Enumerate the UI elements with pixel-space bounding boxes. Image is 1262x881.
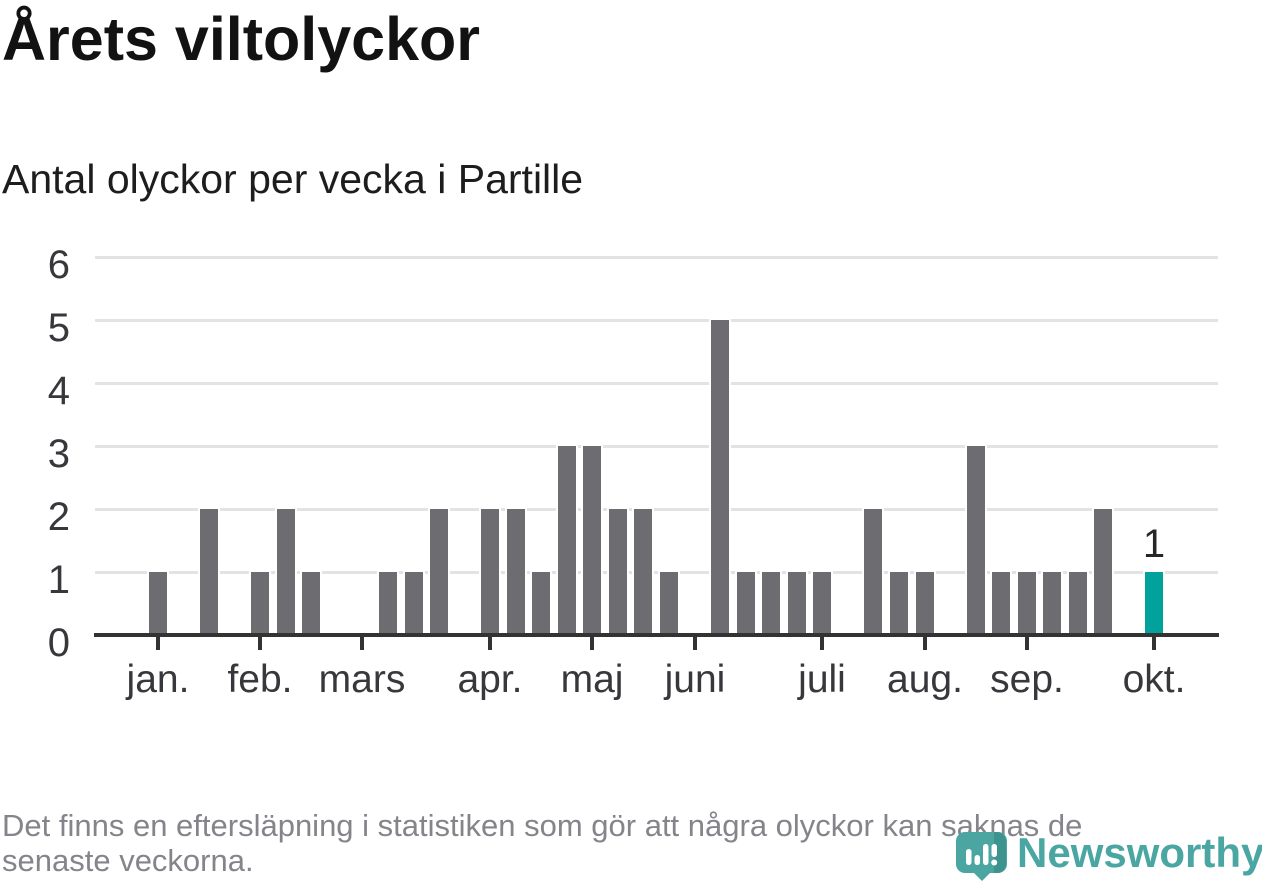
bar-week-5 [249,570,271,635]
bar-week-30 [888,570,910,635]
y-axis-label-6: 6 [47,243,70,287]
bar-week-37 [1067,570,1089,635]
x-axis-tick-aug [923,637,927,650]
x-axis-tick-mars [360,637,364,650]
bar-week-18 [581,444,603,635]
bar-week-35 [1016,570,1038,635]
bar-highlight-week-40 [1143,570,1165,635]
y-axis-label-4: 4 [47,369,70,413]
y-axis-label-0: 0 [47,621,70,665]
bar-week-20 [632,507,654,635]
brand-name: Newsworthy [1017,829,1262,876]
x-axis-tick-jan [156,637,160,650]
bar-week-26 [786,570,808,635]
bar-week-10 [377,570,399,635]
bar-week-14 [479,507,501,635]
speech-bubble-bar-chart-icon [956,832,1007,881]
x-axis-label-apr: apr. [457,658,523,701]
gridline-4 [95,382,1218,385]
bar-week-6 [275,507,297,635]
x-axis-tick-juni [693,637,697,650]
x-axis-tick-sep [1025,637,1029,650]
bar-week-36 [1041,570,1063,635]
x-axis-tick-apr [488,637,492,650]
x-axis-label-aug: aug. [887,658,963,701]
bar-week-17 [556,444,578,635]
gridline-3 [95,445,1218,448]
bar-week-7 [300,570,322,635]
footnote-line-1: Det finns en eftersläpning i statistiken… [2,808,1083,843]
x-axis-label-juni: juni [664,658,726,701]
x-axis-label-juli: juli [798,658,846,701]
bar-week-31 [914,570,936,635]
bar-week-33 [965,444,987,635]
bar-week-27 [811,570,833,635]
page-title: Årets viltolyckor [2,5,481,73]
gridline-6 [95,256,1218,259]
y-axis-label-2: 2 [47,495,70,539]
x-axis-tick-juli [820,637,824,650]
x-axis-label-feb: feb. [227,658,293,701]
chart-subtitle: Antal olyckor per vecka i Partille [2,156,584,202]
footnote-line-2: senaste veckorna. [2,843,254,878]
bar-week-29 [862,507,884,635]
bar-week-19 [607,507,629,635]
newsworthy-logo: Newsworthy [955,828,1262,881]
y-axis-label-5: 5 [47,306,70,350]
x-axis-line [94,633,1219,637]
x-axis-label-okt: okt. [1122,658,1186,701]
x-axis-label-maj: maj [560,658,624,701]
y-axis-label-1: 1 [47,558,70,602]
y-axis-label-3: 3 [47,432,70,476]
gridline-5 [95,319,1218,322]
x-axis-label-jan: jan. [126,658,190,701]
x-axis-tick-feb [258,637,262,650]
bar-week-11 [403,570,425,635]
bar-week-3 [198,507,220,635]
x-axis-tick-okt [1152,637,1156,650]
gridline-2 [95,508,1218,511]
bar-week-23 [709,318,731,635]
gridline-1 [95,571,1218,574]
bar-week-15 [505,507,527,635]
x-axis-tick-maj [590,637,594,650]
x-axis-label-sep: sep. [990,658,1064,701]
bar-week-34 [990,570,1012,635]
bar-week-24 [735,570,757,635]
bar-week-16 [530,570,552,635]
bar-week-12 [428,507,450,635]
bar-week-21 [658,570,680,635]
bar-value-label: 1 [1142,522,1166,566]
x-axis-label-mars: mars [318,658,406,701]
bar-week-1 [147,570,169,635]
bar-week-38 [1092,507,1114,635]
footnote: Det finns en eftersläpning i statistiken… [2,808,1082,878]
bar-week-25 [760,570,782,635]
